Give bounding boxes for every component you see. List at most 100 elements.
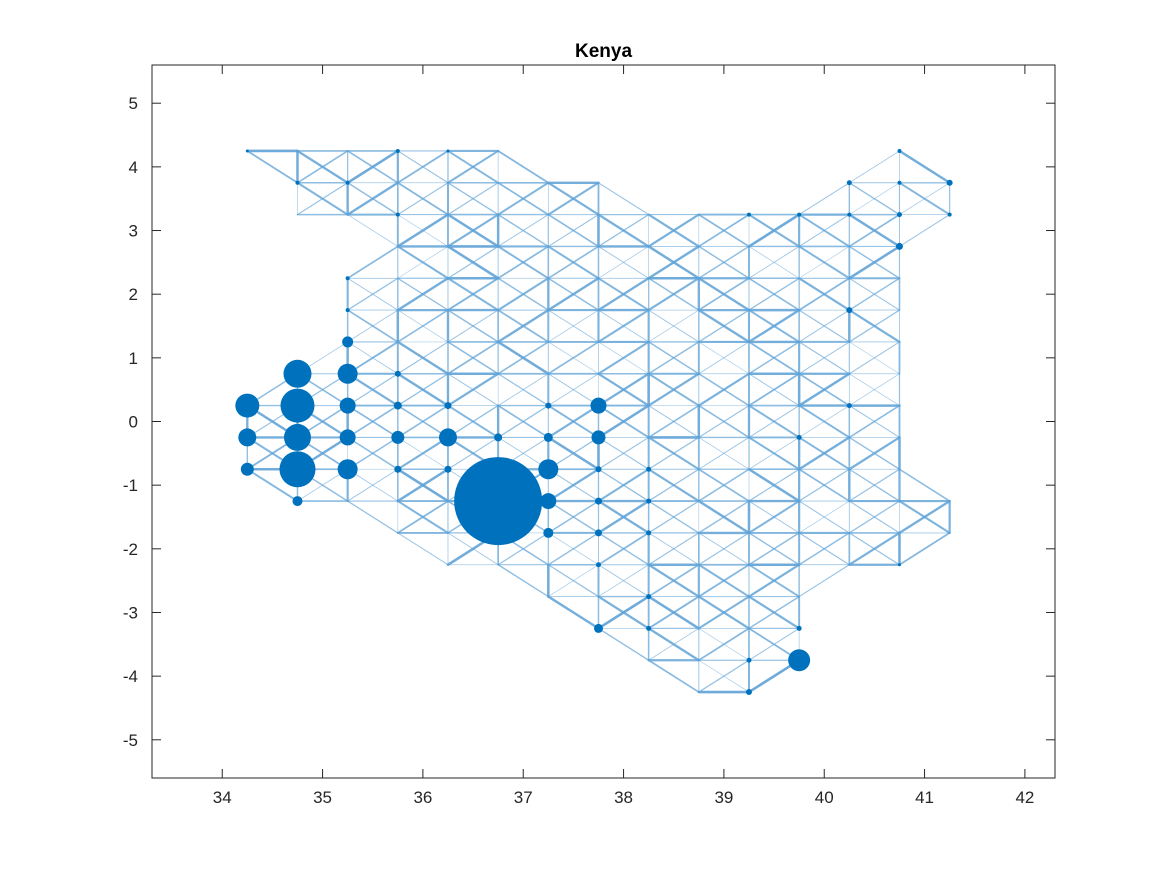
mesh-edge — [396, 340, 450, 375]
mesh-edge — [547, 309, 599, 343]
mesh-edge — [647, 627, 700, 662]
node-marker — [235, 393, 260, 418]
mesh-edge — [497, 373, 549, 407]
mesh-edge — [848, 500, 901, 534]
mesh-edge — [798, 341, 850, 375]
mesh-edge — [547, 500, 600, 534]
mesh-edge — [697, 308, 751, 344]
mesh-edge — [597, 595, 650, 630]
mesh-edge — [497, 181, 550, 216]
mesh-edge — [848, 245, 901, 279]
mesh-edge — [848, 468, 901, 502]
node-marker — [337, 459, 358, 480]
mesh-edge — [447, 341, 499, 375]
mesh-edge — [347, 341, 399, 375]
mesh-edge — [547, 181, 600, 216]
node-marker — [337, 363, 358, 384]
axes: 34 35 36 37 38 39 40 41 42 5 4 3 2 1 0 -1 -2 -3 -4 -5 — [123, 64, 1056, 807]
mesh-edge — [547, 532, 599, 566]
x-tick-label: 42 — [1015, 788, 1034, 807]
y-tick-label: -4 — [123, 667, 138, 686]
mesh-edge — [547, 245, 600, 280]
mesh-edge — [647, 500, 700, 534]
mesh-edge — [296, 149, 349, 184]
mesh-edge — [497, 213, 550, 248]
mesh-edge — [497, 277, 550, 311]
node-marker — [345, 276, 350, 281]
mesh-edge — [848, 532, 901, 566]
node-marker — [394, 465, 402, 473]
mesh-edge — [597, 404, 650, 439]
node-marker — [896, 212, 902, 218]
mesh-edge — [748, 277, 800, 311]
node-marker — [345, 180, 350, 185]
mesh-edge — [497, 564, 550, 598]
mesh-edge — [446, 245, 500, 280]
x-tick-label: 37 — [514, 788, 533, 807]
mesh-edge — [647, 277, 700, 311]
mesh-edge — [447, 182, 499, 216]
node-marker — [746, 212, 751, 217]
mesh-edge — [898, 468, 951, 502]
mesh-edge — [397, 309, 449, 343]
mesh-edge — [346, 182, 399, 216]
mesh-edge — [346, 150, 399, 184]
node-marker — [594, 497, 602, 505]
mesh-edge — [848, 405, 901, 438]
mesh-edge — [598, 245, 650, 279]
mesh-edge — [396, 500, 449, 534]
node-marker — [292, 496, 303, 507]
mesh-edge — [898, 500, 951, 534]
mesh-edge — [698, 628, 750, 661]
node-marker — [240, 462, 254, 476]
mesh-edge — [597, 277, 650, 312]
mesh-edge — [447, 404, 500, 439]
mesh-edge — [597, 532, 650, 566]
node-marker — [895, 242, 903, 250]
mesh-edge — [547, 341, 599, 375]
mesh-edge — [848, 277, 901, 311]
mesh-edge — [748, 246, 800, 279]
node-marker — [280, 388, 315, 423]
node-marker — [444, 465, 452, 473]
mesh-edge — [447, 150, 500, 184]
mesh-edge — [748, 532, 800, 566]
mesh-edge — [798, 213, 851, 248]
mesh-edge — [648, 532, 700, 566]
node-marker — [797, 212, 802, 217]
mesh-edge — [648, 309, 700, 343]
mesh-edge — [648, 405, 700, 438]
mesh-edge — [598, 309, 650, 343]
mesh-edge — [496, 340, 550, 376]
mesh-edge — [747, 595, 801, 630]
y-tick-label: 0 — [129, 413, 138, 432]
mesh-edge — [497, 309, 550, 343]
x-tick-label: 41 — [915, 788, 934, 807]
mesh-edge — [547, 373, 599, 407]
y-tick-label: -1 — [123, 476, 138, 495]
mesh-edge — [898, 531, 951, 566]
node-marker — [395, 148, 400, 153]
node-marker — [438, 428, 457, 447]
y-tick-label: 3 — [129, 222, 138, 241]
mesh-edge — [798, 182, 850, 216]
mesh-nodes — [235, 148, 953, 696]
node-marker — [595, 562, 601, 568]
mesh-edge — [397, 214, 449, 247]
mesh-edge — [547, 213, 600, 248]
mesh-edge — [447, 309, 499, 343]
node-marker — [283, 423, 311, 451]
mesh-edge — [547, 277, 600, 311]
node-marker — [646, 498, 652, 504]
mesh-edge — [497, 150, 550, 184]
node-marker — [345, 308, 350, 313]
mesh-edge — [598, 564, 650, 598]
mesh-edge — [347, 214, 399, 247]
mesh-edge — [296, 181, 349, 216]
mesh-edge — [497, 404, 550, 439]
mesh-edge — [748, 373, 800, 407]
mesh-edge — [397, 277, 449, 311]
mesh-edge — [497, 245, 550, 280]
x-tick-label: 35 — [313, 788, 332, 807]
node-marker — [342, 336, 354, 348]
